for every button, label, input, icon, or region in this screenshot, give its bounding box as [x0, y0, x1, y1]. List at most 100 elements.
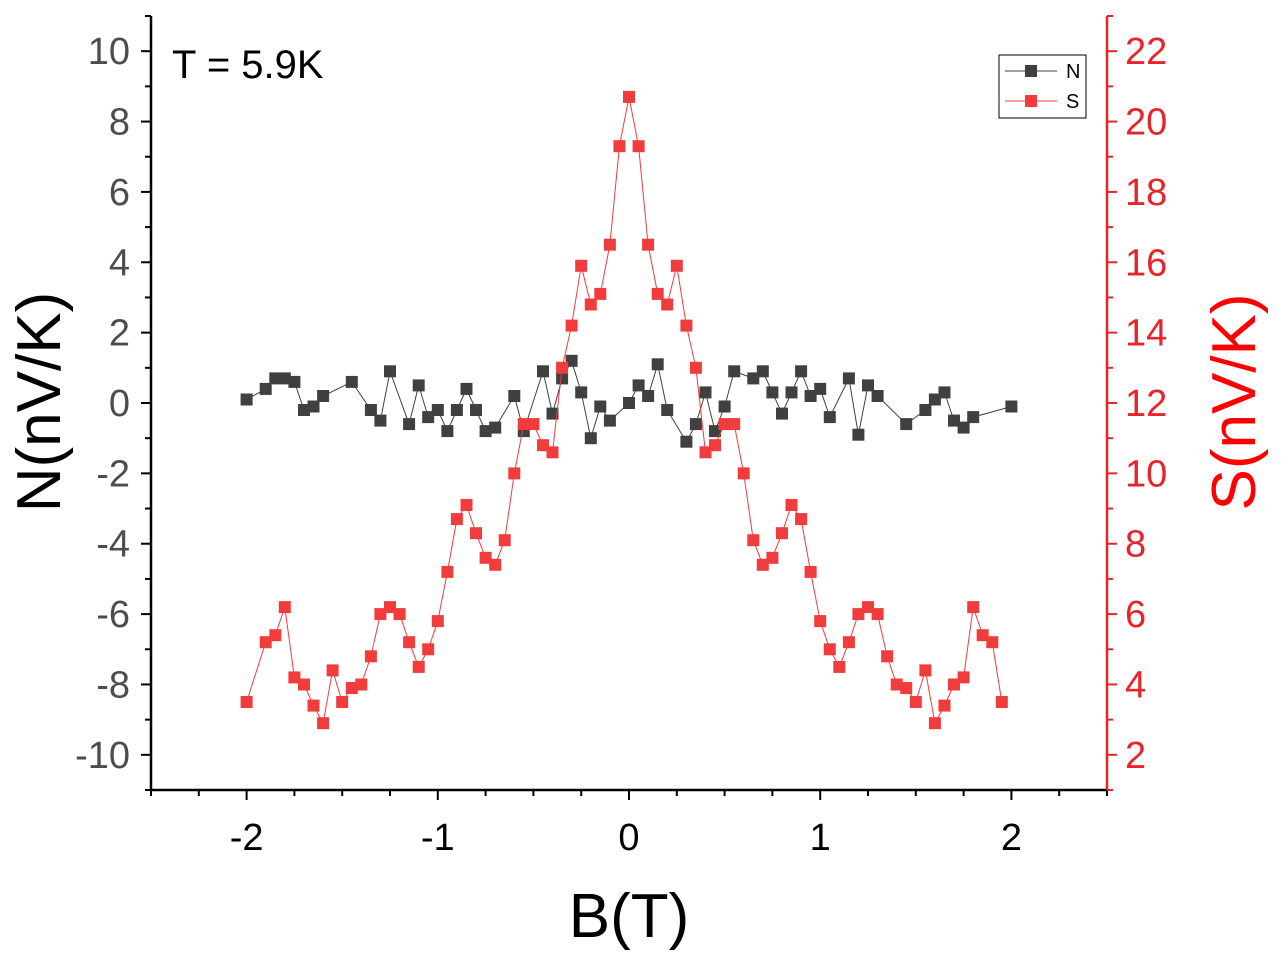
series-n-point — [259, 382, 272, 395]
series-s-point — [852, 608, 865, 621]
y-left-tick-label: 4 — [109, 242, 130, 284]
y-left-tick-label: 8 — [109, 102, 130, 144]
legend-box — [998, 54, 1087, 119]
series-n-point — [709, 425, 721, 438]
series-s-point — [278, 601, 291, 614]
series-n-point — [862, 379, 874, 392]
series-s-point — [728, 418, 741, 431]
series-n-point — [546, 407, 559, 420]
y-right-tick-label: 16 — [1125, 242, 1167, 284]
series-n-point — [556, 372, 569, 385]
series-s-point — [842, 636, 855, 649]
series-n-point — [431, 404, 444, 416]
series-s-point — [479, 551, 492, 564]
y-left-tick-label: -6 — [96, 594, 130, 636]
series-s-point — [307, 699, 320, 712]
series-s-point — [498, 534, 511, 547]
series-n-point — [718, 400, 731, 413]
y-right-tick-label: 14 — [1125, 313, 1167, 355]
series-n-point — [938, 386, 951, 399]
series-n-point — [298, 404, 310, 416]
series-s-point — [900, 682, 913, 694]
series-s-point — [737, 467, 750, 480]
series-n-point — [508, 390, 521, 402]
series-n-point — [814, 382, 827, 395]
legend-s-marker — [1025, 95, 1037, 107]
series-n-point — [680, 435, 693, 448]
series-s-point — [976, 629, 989, 642]
series-s-point — [556, 361, 569, 374]
series-s-point — [441, 565, 454, 578]
series-s-point — [766, 551, 779, 564]
series-s-point — [431, 615, 444, 628]
series-s-point — [594, 287, 607, 300]
y-right-tick-label: 6 — [1125, 594, 1146, 636]
series-s-point — [881, 650, 894, 663]
x-tick-label: 2 — [1001, 817, 1022, 859]
y-right-tick-label: 4 — [1125, 664, 1146, 706]
series-s-point — [709, 439, 721, 452]
series-s-point — [680, 319, 693, 332]
series-n-point — [785, 386, 798, 399]
series-s-point — [527, 418, 540, 431]
series-s-point — [642, 238, 655, 251]
series-n-point — [747, 372, 760, 385]
legend-n-marker — [1025, 65, 1037, 77]
series-s-point — [823, 643, 836, 656]
x-axis-title: B(T) — [569, 882, 690, 951]
series-s-point — [948, 678, 960, 691]
series-n-point — [651, 358, 664, 371]
series-s-point — [374, 608, 387, 621]
series-s-point — [689, 361, 702, 374]
series-n-line — [246, 359, 1012, 443]
series-n-point — [623, 397, 635, 409]
series-n-point — [823, 411, 836, 424]
series-n-point — [957, 421, 970, 434]
series-n-point — [422, 411, 435, 424]
y-left-tick-label: 0 — [109, 383, 130, 425]
series-n-point — [689, 418, 702, 431]
series-s-point — [345, 682, 358, 694]
series-s-point — [699, 446, 712, 459]
series-n-point — [642, 390, 655, 402]
series-layer — [240, 90, 1018, 730]
series-s-point — [240, 696, 253, 708]
series-s-point — [938, 699, 951, 712]
y-right-axis-title: S(nV/K) — [1200, 293, 1269, 510]
series-n-point — [441, 425, 454, 438]
series-s-point — [336, 696, 349, 708]
y-right-tick-label: 20 — [1125, 102, 1167, 144]
series-n-point — [776, 407, 788, 420]
series-n-point — [842, 372, 855, 385]
series-n-point — [852, 428, 865, 441]
series-n-point — [661, 404, 674, 416]
series-n-point — [288, 375, 301, 388]
series-s-point — [364, 650, 377, 663]
series-n-point — [804, 390, 817, 402]
series-s-point — [871, 608, 884, 621]
series-n-point — [919, 404, 932, 416]
series-n-point — [412, 379, 425, 392]
series-s-point — [269, 629, 282, 642]
series-n-point — [766, 386, 779, 399]
series-n-point — [384, 365, 396, 378]
series-n-point — [269, 372, 282, 385]
series-s-point — [412, 660, 425, 673]
series-s-point — [460, 499, 473, 511]
series-s-point — [575, 259, 588, 272]
series-n-point — [240, 393, 253, 406]
series-n-point — [364, 404, 377, 416]
series-n-point — [403, 418, 416, 431]
x-tick-label: -1 — [421, 817, 455, 859]
series-n-point — [575, 386, 588, 399]
y-right-tick-label: 8 — [1125, 524, 1146, 566]
series-s-point — [919, 664, 932, 677]
x-tick-label: 1 — [810, 817, 831, 859]
series-n-point — [489, 421, 502, 434]
series-s-point — [804, 565, 817, 578]
series-n-point — [594, 400, 607, 413]
legend-n-label: N — [1066, 61, 1080, 83]
ticks-layer: -2 -1 0 1 2-10-8-6-4-20246810246810121416182… — [75, 15, 1167, 859]
series-n-point — [565, 354, 578, 367]
